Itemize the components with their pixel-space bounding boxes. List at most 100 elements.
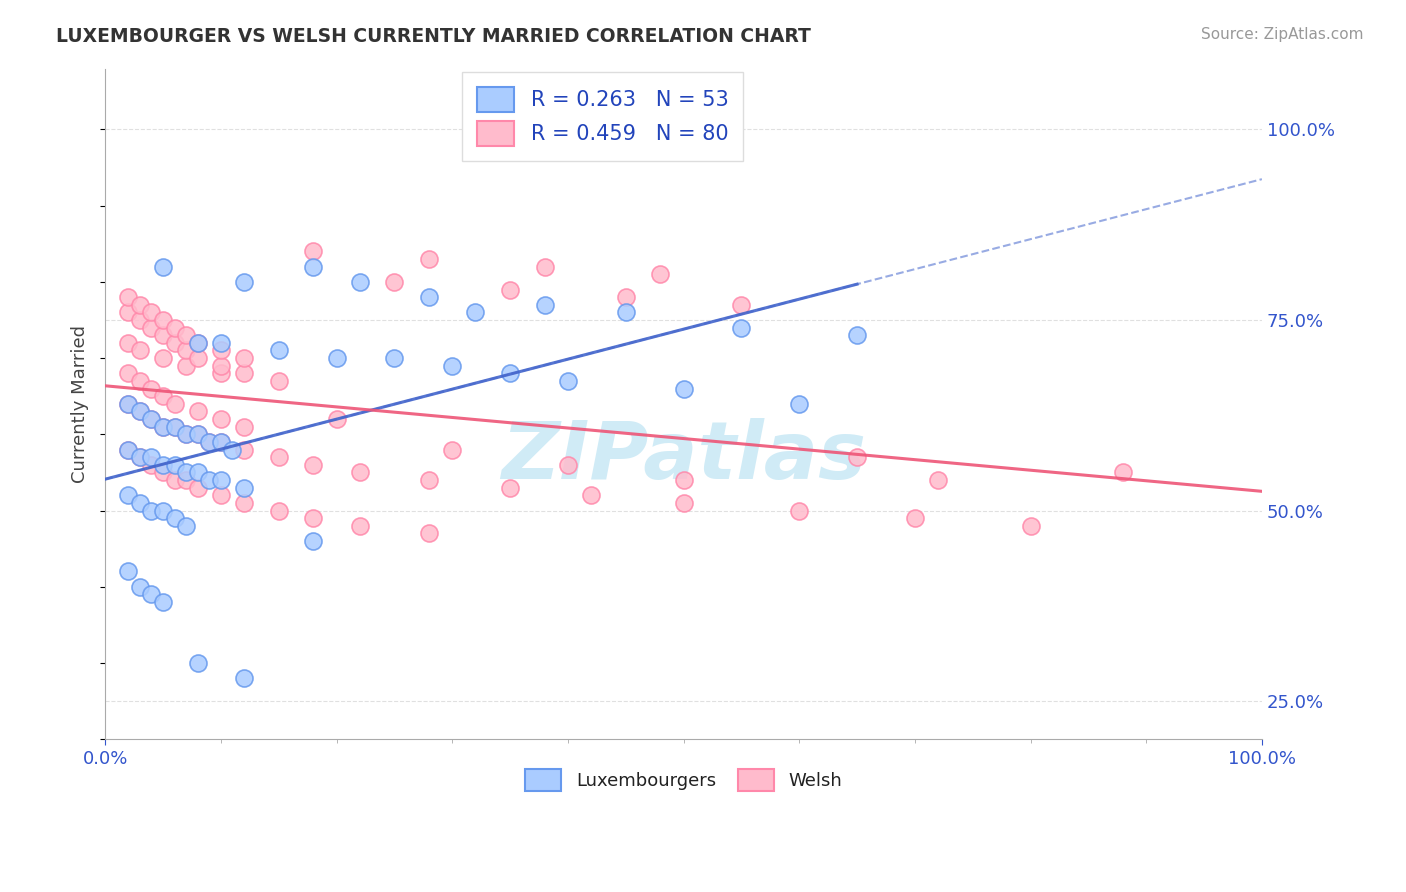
Point xyxy=(174,466,197,480)
Point xyxy=(198,434,221,449)
Point xyxy=(233,481,256,495)
Point xyxy=(163,458,186,472)
Point xyxy=(129,496,152,510)
Point xyxy=(117,565,139,579)
Point xyxy=(141,412,163,426)
Point xyxy=(209,412,232,426)
Point xyxy=(141,503,163,517)
Point xyxy=(533,298,555,312)
Point xyxy=(233,367,256,381)
Point xyxy=(441,442,464,457)
Point xyxy=(267,343,290,358)
Point xyxy=(129,404,152,418)
Point xyxy=(129,450,152,465)
Point xyxy=(174,518,197,533)
Point xyxy=(117,305,139,319)
Point xyxy=(117,397,139,411)
Point xyxy=(117,290,139,304)
Point xyxy=(787,397,810,411)
Point xyxy=(1019,518,1042,533)
Point xyxy=(787,503,810,517)
Point xyxy=(163,511,186,525)
Text: LUXEMBOURGER VS WELSH CURRENTLY MARRIED CORRELATION CHART: LUXEMBOURGER VS WELSH CURRENTLY MARRIED … xyxy=(56,27,811,45)
Point xyxy=(209,359,232,373)
Y-axis label: Currently Married: Currently Married xyxy=(72,325,89,483)
Point xyxy=(187,466,209,480)
Point xyxy=(129,298,152,312)
Point xyxy=(1112,466,1135,480)
Point xyxy=(152,313,174,327)
Point xyxy=(672,382,695,396)
Point xyxy=(129,374,152,388)
Point xyxy=(267,374,290,388)
Point xyxy=(152,503,174,517)
Point xyxy=(187,404,209,418)
Point xyxy=(418,526,440,541)
Point xyxy=(187,427,209,442)
Point xyxy=(384,351,406,365)
Point xyxy=(730,320,752,334)
Text: Source: ZipAtlas.com: Source: ZipAtlas.com xyxy=(1201,27,1364,42)
Point xyxy=(129,404,152,418)
Point xyxy=(557,458,579,472)
Point xyxy=(152,328,174,343)
Point xyxy=(233,419,256,434)
Point xyxy=(904,511,927,525)
Point xyxy=(614,305,637,319)
Point xyxy=(141,587,163,601)
Point xyxy=(198,434,221,449)
Legend: Luxembourgers, Welsh: Luxembourgers, Welsh xyxy=(513,756,855,804)
Point xyxy=(209,335,232,350)
Point xyxy=(152,351,174,365)
Point xyxy=(152,389,174,403)
Point xyxy=(464,305,486,319)
Point xyxy=(117,335,139,350)
Point xyxy=(533,260,555,274)
Point xyxy=(129,343,152,358)
Point xyxy=(233,275,256,289)
Point xyxy=(579,488,602,502)
Point xyxy=(302,458,325,472)
Point xyxy=(557,374,579,388)
Point xyxy=(927,473,949,487)
Point xyxy=(209,434,232,449)
Point xyxy=(174,359,197,373)
Point xyxy=(267,450,290,465)
Point xyxy=(117,442,139,457)
Point xyxy=(384,275,406,289)
Point xyxy=(187,427,209,442)
Point xyxy=(233,351,256,365)
Point xyxy=(117,397,139,411)
Point xyxy=(499,367,522,381)
Point xyxy=(129,450,152,465)
Point xyxy=(163,473,186,487)
Point xyxy=(846,450,869,465)
Point xyxy=(302,244,325,259)
Point xyxy=(672,496,695,510)
Point xyxy=(152,595,174,609)
Point xyxy=(187,656,209,670)
Point xyxy=(117,442,139,457)
Point xyxy=(499,481,522,495)
Point xyxy=(141,458,163,472)
Point xyxy=(233,496,256,510)
Point xyxy=(141,382,163,396)
Point xyxy=(163,320,186,334)
Point xyxy=(174,328,197,343)
Point xyxy=(418,252,440,266)
Point xyxy=(672,473,695,487)
Point xyxy=(141,450,163,465)
Point xyxy=(302,260,325,274)
Point xyxy=(163,419,186,434)
Point xyxy=(209,473,232,487)
Point xyxy=(418,473,440,487)
Point xyxy=(129,313,152,327)
Point xyxy=(325,412,347,426)
Point xyxy=(174,427,197,442)
Point xyxy=(441,359,464,373)
Point xyxy=(163,419,186,434)
Point xyxy=(129,580,152,594)
Point xyxy=(163,397,186,411)
Point xyxy=(233,442,256,457)
Point xyxy=(418,290,440,304)
